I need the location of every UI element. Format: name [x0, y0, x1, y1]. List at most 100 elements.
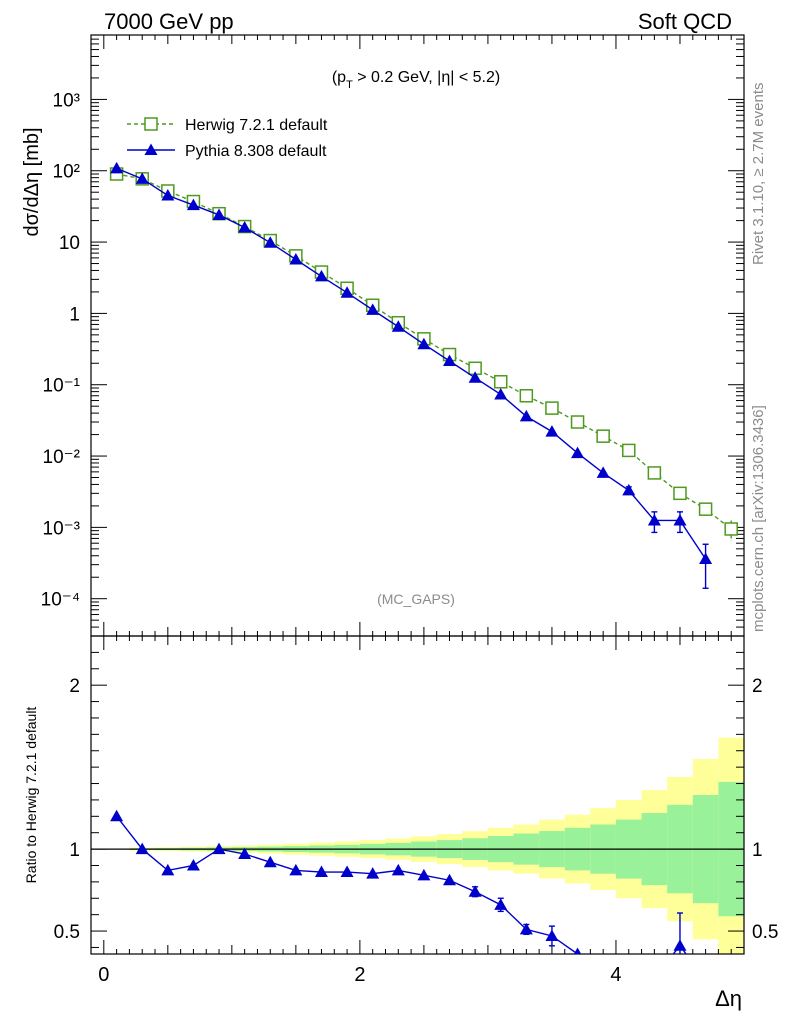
pythia-point — [417, 337, 431, 350]
pythia-point — [391, 320, 405, 332]
herwig-point — [622, 443, 636, 458]
legend-pythia-label: Pythia 8.308 default — [185, 143, 327, 160]
series-layer — [109, 161, 738, 986]
ratio-y-tick-label-right: 0.5 — [752, 922, 778, 943]
main-ylabel: dσ/dΔη [mb] — [21, 127, 43, 236]
x-tick-label: 0 — [98, 964, 109, 986]
ratio-point — [494, 898, 508, 910]
ratio-point — [673, 939, 687, 951]
ratio-point — [289, 863, 303, 876]
cut-subscript: T — [346, 79, 353, 91]
header-left: 7000 GeV pp — [104, 9, 234, 34]
pythia-point — [622, 483, 636, 496]
pythia-point — [468, 371, 482, 383]
ratio-point — [391, 863, 405, 876]
ratio-point — [573, 947, 582, 954]
x-axis-label: Δη — [715, 986, 742, 1011]
ratio-y-tick-label-right: 2 — [752, 676, 763, 697]
pythia-point — [647, 513, 661, 526]
herwig-point — [724, 522, 738, 536]
y-tick-label: 10⁻¹ — [43, 376, 81, 397]
herwig-point — [545, 401, 559, 415]
pythia-point — [263, 236, 277, 248]
header-right: Soft QCD — [638, 9, 732, 34]
ratio-point — [699, 974, 712, 986]
x-tick-label: 4 — [610, 964, 621, 986]
ratio-plot-frame — [90, 635, 745, 955]
x-tick-label: 2 — [354, 964, 365, 986]
y-tick-label: 10⁻⁴ — [41, 590, 80, 611]
ratio-point — [545, 929, 559, 941]
ratio-point — [238, 847, 252, 860]
herwig-point — [596, 429, 610, 443]
pythia-point — [519, 409, 533, 422]
y-tick-label: 10⁻² — [43, 447, 81, 468]
ratio-series — [110, 809, 712, 986]
pythia-point — [699, 552, 713, 565]
cut-suffix: > 0.2 GeV, |η| < 5.2) — [353, 69, 500, 86]
ratio-point — [622, 961, 635, 973]
pythia-point — [238, 221, 252, 233]
ratio-point — [443, 873, 457, 886]
ratio-band-layer — [91, 737, 744, 954]
legend-pythia-marker — [144, 143, 158, 155]
herwig-point — [698, 502, 713, 516]
ratio-point — [366, 867, 380, 879]
ratio-point — [519, 922, 533, 935]
y-tick-label: 1 — [69, 304, 80, 325]
ratio-point — [161, 863, 175, 876]
herwig-line — [116, 173, 732, 530]
pythia-point — [212, 208, 226, 220]
y-tick-label: 10³ — [53, 90, 80, 111]
cut-label: (pT > 0.2 GeV, |η| < 5.2) — [332, 69, 500, 91]
analysis-tag: (MC_GAPS) — [377, 591, 455, 607]
pythia-point — [596, 466, 610, 478]
pythia-point — [673, 513, 687, 526]
pythia-line — [116, 167, 707, 560]
legend-herwig-label: Herwig 7.2.1 default — [185, 117, 328, 134]
pythia-point — [494, 387, 508, 400]
axis-ticks: 0 2 4 10⁻⁴ 10⁻³ 10⁻² 10⁻¹ 1 10 10² 10³ 0.5 0.5 1 1 2 2 — [41, 34, 778, 986]
legend: Herwig 7.2.1 default Pythia 8.308 defaul… — [127, 117, 328, 160]
herwig-point — [519, 389, 534, 403]
ratio-point — [417, 868, 431, 881]
pythia-point — [340, 286, 354, 298]
pythia-point — [161, 188, 175, 201]
pythia-point — [366, 303, 380, 315]
ratio-point — [212, 842, 226, 855]
ratio-point — [135, 842, 149, 855]
pythia-point — [289, 252, 303, 265]
herwig-point — [570, 415, 585, 429]
ratio-point — [186, 858, 200, 871]
side-label-top: Rivet 3.1.10, ≥ 2.7M events — [750, 83, 767, 266]
ratio-point — [263, 855, 277, 868]
ratio-point — [340, 865, 354, 878]
ratio-point — [648, 970, 661, 982]
ratio-y-tick-label-left: 2 — [69, 676, 80, 697]
side-label-bottom: mcplots.cern.ch [arXiv:1306.3436] — [750, 405, 767, 632]
ratio-point — [314, 865, 328, 878]
y-tick-label: 10² — [53, 162, 80, 183]
ratio-y-tick-label-left: 1 — [69, 840, 80, 861]
ratio-y-tick-label-right: 1 — [752, 840, 763, 861]
cut-prefix: (p — [332, 69, 346, 86]
pythia-point — [545, 425, 559, 437]
y-tick-label: 10 — [59, 233, 80, 254]
ratio-point — [597, 956, 610, 968]
pythia-point — [110, 161, 124, 174]
pythia-point — [135, 172, 149, 184]
legend-herwig-marker — [144, 117, 158, 131]
y-tick-label: 10⁻³ — [43, 518, 81, 539]
ratio-y-tick-label-left: 0.5 — [54, 922, 80, 943]
herwig-point — [647, 466, 662, 480]
ratio-point — [468, 885, 482, 897]
pythia-point — [443, 354, 457, 367]
pythia-point — [186, 198, 200, 211]
herwig-point — [493, 375, 508, 389]
ratio-ylabel: Ratio to Herwig 7.2.1 default — [23, 707, 39, 884]
ratio-point — [110, 809, 124, 822]
pythia-point — [571, 446, 585, 459]
herwig-point — [673, 486, 687, 501]
pythia-point — [314, 269, 328, 282]
